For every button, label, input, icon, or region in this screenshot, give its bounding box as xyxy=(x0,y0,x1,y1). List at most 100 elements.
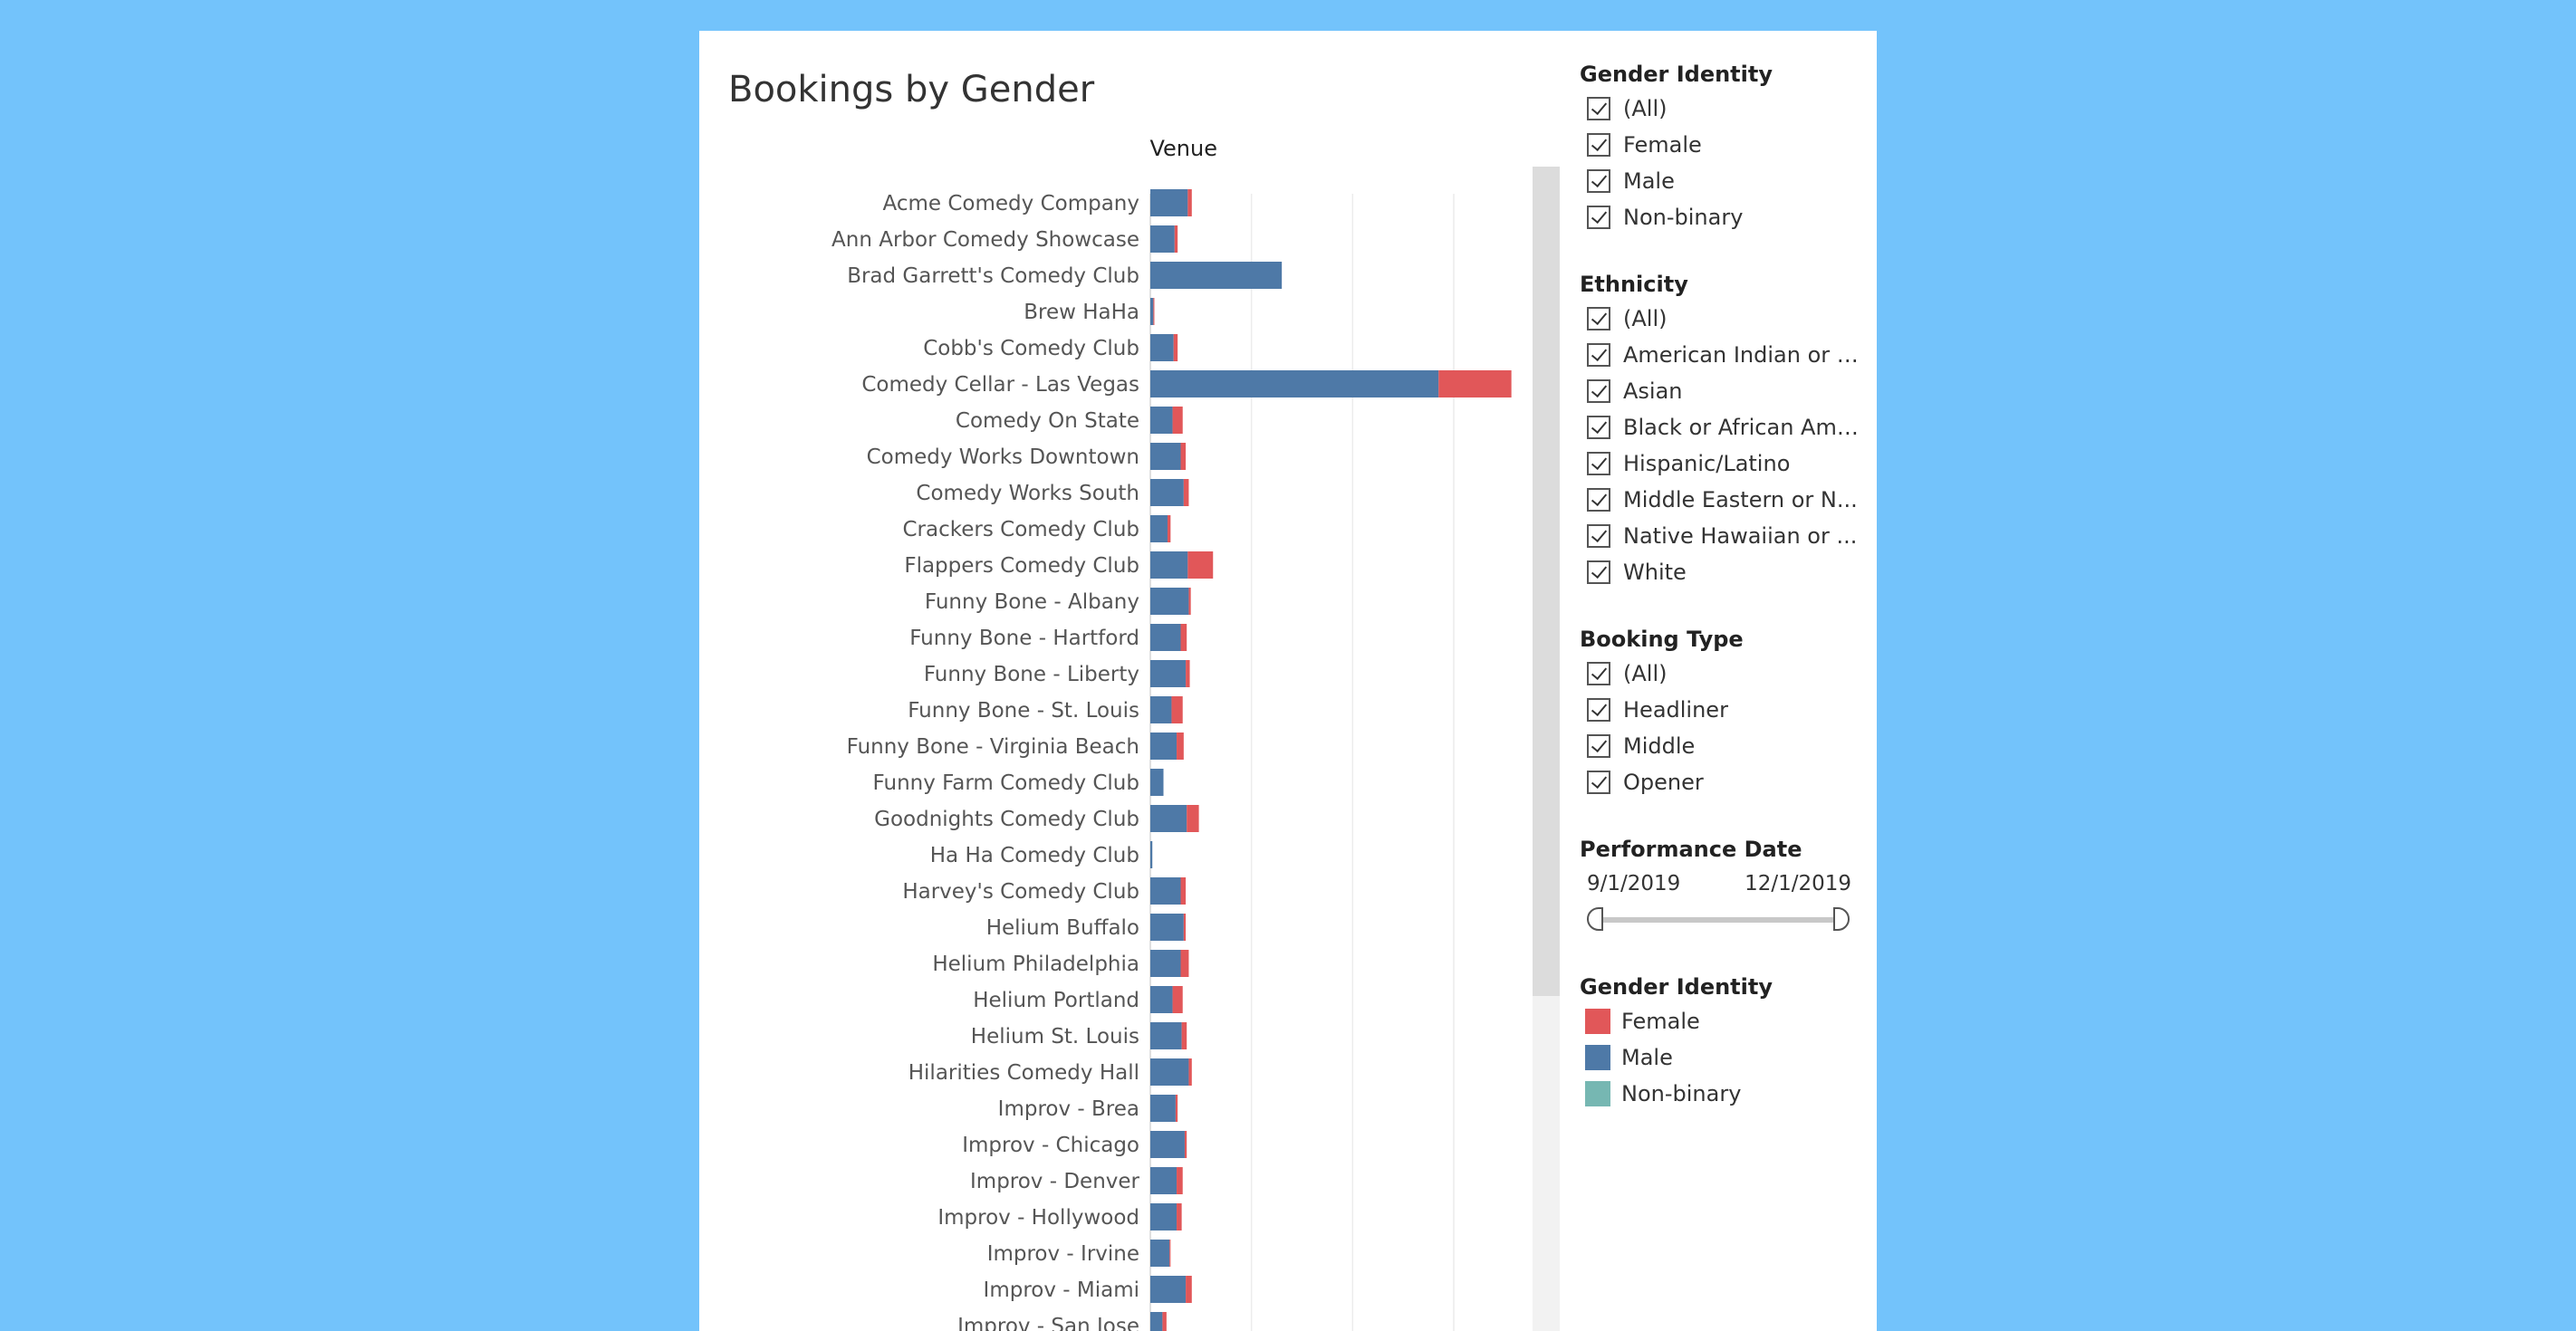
bar-segment-female[interactable] xyxy=(1174,225,1178,253)
venue-tick-label[interactable]: Ann Arbor Comedy Showcase xyxy=(831,228,1139,252)
bar-segment-male[interactable] xyxy=(1150,551,1188,579)
venue-tick-label[interactable]: Improv - Denver xyxy=(970,1170,1140,1193)
bar-segment-female[interactable] xyxy=(1173,334,1178,361)
gender-option[interactable]: Female xyxy=(1580,127,1870,163)
bar-segment-male[interactable] xyxy=(1150,1240,1170,1267)
venue-tick-label[interactable]: Helium St. Louis xyxy=(971,1025,1139,1049)
bar-segment-female[interactable] xyxy=(1171,696,1183,723)
bar-segment-male[interactable] xyxy=(1150,877,1181,905)
gender-option[interactable]: (All) xyxy=(1580,91,1870,127)
bar-segment-female[interactable] xyxy=(1187,551,1214,579)
bar-segment-male[interactable] xyxy=(1150,624,1181,651)
bar-segment-male[interactable] xyxy=(1150,1131,1185,1158)
bar-segment-male[interactable] xyxy=(1150,407,1173,434)
bar-segment-female[interactable] xyxy=(1186,1276,1192,1303)
bar-segment-female[interactable] xyxy=(1186,660,1190,687)
checkbox-checked-icon[interactable] xyxy=(1587,662,1610,685)
bar-segment-female[interactable] xyxy=(1172,986,1183,1013)
checkbox-checked-icon[interactable] xyxy=(1587,206,1610,229)
bar-segment-female[interactable] xyxy=(1177,1167,1183,1194)
bar-segment-female[interactable] xyxy=(1183,914,1187,941)
checkbox-checked-icon[interactable] xyxy=(1587,307,1610,330)
bar-segment-male[interactable] xyxy=(1150,660,1187,687)
venue-tick-label[interactable]: Crackers Comedy Club xyxy=(903,518,1140,541)
venue-tick-label[interactable]: Brew HaHa xyxy=(1024,301,1139,324)
bar-segment-female[interactable] xyxy=(1169,1240,1171,1267)
ethnicity-option[interactable]: Hispanic/Latino xyxy=(1580,445,1870,482)
bar-segment-male[interactable] xyxy=(1150,1167,1177,1194)
bar-segment-female[interactable] xyxy=(1167,515,1171,542)
gender-option[interactable]: Male xyxy=(1580,163,1870,199)
bar-segment-male[interactable] xyxy=(1150,1312,1163,1331)
venue-tick-label[interactable]: Funny Bone - Hartford xyxy=(909,627,1139,650)
ethnicity-option[interactable]: Black or African Ame... xyxy=(1580,409,1870,445)
venue-tick-label[interactable]: Hilarities Comedy Hall xyxy=(908,1061,1139,1085)
bar-segment-male[interactable] xyxy=(1150,986,1173,1013)
checkbox-checked-icon[interactable] xyxy=(1587,524,1610,548)
bar-segment-male[interactable] xyxy=(1150,443,1181,470)
bar-segment-male[interactable] xyxy=(1150,841,1153,868)
legend-item[interactable]: Female xyxy=(1580,1003,1870,1039)
date-end[interactable]: 12/1/2019 xyxy=(1745,872,1851,895)
bar-segment-male[interactable] xyxy=(1150,1058,1189,1086)
bar-segment-female[interactable] xyxy=(1438,370,1512,397)
checkbox-checked-icon[interactable] xyxy=(1587,97,1610,120)
checkbox-checked-icon[interactable] xyxy=(1587,133,1610,157)
bar-segment-male[interactable] xyxy=(1150,189,1188,216)
venue-tick-label[interactable]: Ha Ha Comedy Club xyxy=(930,844,1139,867)
bar-segment-male[interactable] xyxy=(1150,805,1187,832)
bar-segment-female[interactable] xyxy=(1181,1022,1187,1049)
venue-tick-label[interactable]: Improv - Irvine xyxy=(987,1242,1139,1266)
booking-type-option[interactable]: Middle xyxy=(1580,728,1870,764)
bar-segment-male[interactable] xyxy=(1150,334,1174,361)
venue-tick-label[interactable]: Brad Garrett's Comedy Club xyxy=(847,264,1139,288)
bar-segment-female[interactable] xyxy=(1187,189,1192,216)
ethnicity-option[interactable]: White xyxy=(1580,554,1870,590)
checkbox-checked-icon[interactable] xyxy=(1587,488,1610,512)
venue-tick-label[interactable]: Improv - Chicago xyxy=(962,1134,1139,1157)
date-range-slider[interactable] xyxy=(1580,902,1870,938)
venue-tick-label[interactable]: Comedy On State xyxy=(956,409,1139,433)
bar-segment-male[interactable] xyxy=(1150,1276,1187,1303)
bar-segment-male[interactable] xyxy=(1150,515,1168,542)
checkbox-checked-icon[interactable] xyxy=(1587,560,1610,584)
venue-tick-label[interactable]: Comedy Works South xyxy=(916,482,1139,505)
bar-segment-female[interactable] xyxy=(1188,1058,1192,1086)
legend-item[interactable]: Non-binary xyxy=(1580,1076,1870,1112)
bar-segment-female[interactable] xyxy=(1188,588,1191,615)
venue-tick-label[interactable]: Funny Bone - St. Louis xyxy=(908,699,1139,723)
bar-segment-female[interactable] xyxy=(1162,1312,1167,1331)
slider-end-handle[interactable] xyxy=(1833,907,1850,931)
booking-type-option[interactable]: (All) xyxy=(1580,656,1870,692)
venue-tick-label[interactable]: Helium Portland xyxy=(973,989,1139,1012)
bar-segment-female[interactable] xyxy=(1187,805,1199,832)
venue-tick-label[interactable]: Funny Bone - Albany xyxy=(925,590,1139,614)
bar-segment-male[interactable] xyxy=(1150,1022,1182,1049)
bar-segment-female[interactable] xyxy=(1180,443,1187,470)
bar-segment-male[interactable] xyxy=(1150,769,1164,796)
venue-axis-header[interactable]: Venue xyxy=(1149,136,1217,161)
bar-segment-male[interactable] xyxy=(1150,733,1177,760)
venue-tick-label[interactable]: Improv - Brea xyxy=(998,1097,1139,1121)
venue-tick-label[interactable]: Funny Farm Comedy Club xyxy=(873,771,1139,795)
venue-tick-label[interactable]: Improv - Miami xyxy=(984,1278,1139,1302)
bar-segment-male[interactable] xyxy=(1150,588,1189,615)
checkbox-checked-icon[interactable] xyxy=(1587,416,1610,439)
bar-segment-female[interactable] xyxy=(1177,1203,1182,1230)
venue-tick-label[interactable]: Comedy Works Downtown xyxy=(867,445,1139,469)
bar-segment-female[interactable] xyxy=(1180,877,1187,905)
ethnicity-option[interactable]: Native Hawaiian or ... xyxy=(1580,518,1870,554)
ethnicity-option[interactable]: American Indian or A... xyxy=(1580,337,1870,373)
checkbox-checked-icon[interactable] xyxy=(1587,379,1610,403)
bar-segment-male[interactable] xyxy=(1150,262,1283,289)
bar-segment-male[interactable] xyxy=(1150,225,1175,253)
checkbox-checked-icon[interactable] xyxy=(1587,343,1610,367)
venue-tick-label[interactable]: Helium Philadelphia xyxy=(932,953,1139,976)
bar-segment-female[interactable] xyxy=(1184,1131,1187,1158)
ethnicity-option[interactable]: (All) xyxy=(1580,301,1870,337)
ethnicity-option[interactable]: Middle Eastern or N... xyxy=(1580,482,1870,518)
venue-tick-label[interactable]: Comedy Cellar - Las Vegas xyxy=(861,373,1139,397)
checkbox-checked-icon[interactable] xyxy=(1587,698,1610,722)
bar-segment-male[interactable] xyxy=(1150,479,1184,506)
slider-start-handle[interactable] xyxy=(1587,907,1603,931)
